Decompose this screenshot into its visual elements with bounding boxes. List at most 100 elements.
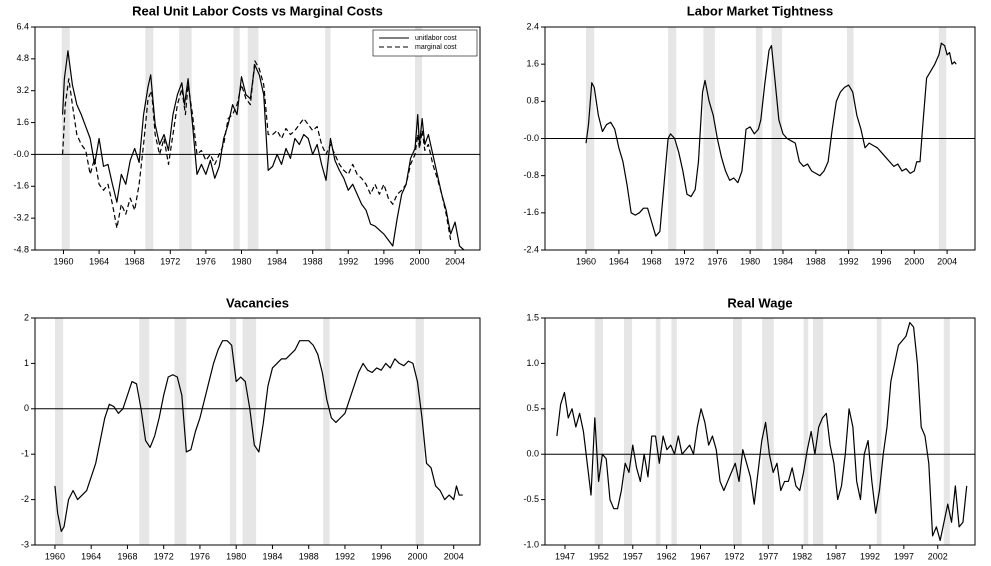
shaded-region: [594, 318, 603, 545]
x-tick-label: 1972: [674, 256, 694, 266]
series-line: [61, 60, 452, 241]
y-tick-label: 2.4: [526, 21, 539, 31]
y-tick-label: 4.8: [16, 53, 29, 63]
x-tick-label: 1972: [154, 551, 174, 561]
shaded-region: [174, 318, 187, 545]
shaded-region: [179, 27, 192, 250]
legend-label: marginal cost: [415, 44, 457, 51]
x-tick-label: 1996: [371, 551, 391, 561]
x-tick-label: 1964: [609, 256, 629, 266]
x-tick-label: 1997: [894, 551, 914, 561]
series-line: [61, 50, 465, 250]
shaded-region: [876, 318, 882, 545]
series-line: [54, 340, 463, 532]
shaded-region: [415, 318, 424, 545]
y-tick-label: 1: [24, 358, 29, 368]
x-tick-label: 2004: [444, 551, 464, 561]
x-tick-label: 1992: [860, 551, 880, 561]
y-tick-label: 1.6: [526, 59, 539, 69]
y-tick-label: 1.0: [526, 358, 539, 368]
shaded-region: [671, 318, 677, 545]
x-tick-label: 1996: [374, 256, 394, 266]
x-tick-label: 1980: [226, 551, 246, 561]
panel: -1.0 -0.5 0.0 0.5 1.0 1.5 1947 1952 1957 1962 1967…: [523, 295, 976, 561]
shaded-region: [233, 27, 240, 250]
x-tick-label: 1992: [338, 256, 358, 266]
x-tick-label: 1987: [826, 551, 846, 561]
x-tick-label: 1972: [724, 551, 744, 561]
x-tick-label: 1980: [740, 256, 760, 266]
shaded-region: [762, 318, 774, 545]
shaded-region: [247, 27, 259, 250]
x-tick-label: 1976: [707, 256, 727, 266]
plot-frame: [34, 26, 481, 251]
x-tick-label: 1964: [81, 551, 101, 561]
y-tick-label: -0.5: [523, 494, 539, 504]
y-tick-label: 2: [24, 312, 29, 322]
y-tick-label: 0.0: [526, 449, 539, 459]
y-tick-label: 3.2: [16, 85, 29, 95]
x-tick-label: 1980: [231, 256, 251, 266]
y-tick-label: 1.6: [16, 117, 29, 127]
y-tick-label: -2: [21, 494, 29, 504]
y-tick-label: 0.5: [526, 403, 539, 413]
shaded-region: [803, 318, 809, 545]
x-tick-label: 1962: [657, 551, 677, 561]
y-tick-label: -1.6: [13, 181, 29, 191]
x-tick-label: 1957: [623, 551, 643, 561]
x-tick-label: 1972: [160, 256, 180, 266]
x-tick-label: 2002: [928, 551, 948, 561]
y-tick-label: 0: [24, 403, 29, 413]
x-tick-label: 2004: [445, 256, 465, 266]
x-tick-label: 2000: [409, 256, 429, 266]
series-line: [585, 42, 957, 237]
x-tick-label: 1996: [871, 256, 891, 266]
shaded-region: [733, 318, 742, 545]
x-tick-label: 1960: [53, 256, 73, 266]
shaded-region: [655, 318, 661, 545]
shaded-region: [943, 318, 950, 545]
x-tick-label: 1968: [117, 551, 137, 561]
x-tick-label: 1968: [642, 256, 662, 266]
series-line: [556, 321, 968, 542]
x-tick-label: 1984: [262, 551, 282, 561]
panel: -3 -2 -1 0 1 2 1960 1964 1968 1972 1976 1980 1984 198…: [21, 295, 481, 561]
x-tick-label: 1992: [839, 256, 859, 266]
y-tick-label: 0.8: [526, 96, 539, 106]
x-tick-label: 1947: [555, 551, 575, 561]
y-tick-label: -1.0: [523, 539, 539, 549]
x-tick-label: 1982: [792, 551, 812, 561]
x-tick-label: 1988: [299, 551, 319, 561]
shaded-region: [623, 318, 633, 545]
shaded-region: [145, 27, 154, 250]
shaded-region: [323, 318, 330, 545]
plot-frame: [544, 26, 976, 251]
x-tick-label: 1967: [691, 551, 711, 561]
y-tick-label: -0.0: [523, 133, 539, 143]
y-tick-label: -2.4: [523, 244, 539, 254]
chart-title: Labor Market Tightness: [687, 3, 833, 18]
legend-label: unitlabor cost: [415, 35, 457, 42]
chart-title: Real Unit Labor Costs vs Marginal Costs: [132, 3, 383, 18]
shaded-region: [61, 27, 70, 250]
y-tick-label: -4.8: [13, 244, 29, 254]
x-tick-label: 2004: [937, 256, 957, 266]
x-tick-label: 1977: [758, 551, 778, 561]
y-tick-label: -3: [21, 539, 29, 549]
y-tick-label: -1: [21, 449, 29, 459]
shaded-region: [242, 318, 257, 545]
y-tick-label: -0.8: [523, 170, 539, 180]
x-tick-label: 1984: [267, 256, 287, 266]
x-tick-label: 1960: [576, 256, 596, 266]
panel: -2.4 -1.6 -0.8 -0.0 0.8 1.6 2.4 1960 1964 1968 197…: [523, 3, 976, 266]
shaded-region: [229, 318, 237, 545]
x-tick-label: 1984: [773, 256, 793, 266]
x-tick-label: 1968: [125, 256, 145, 266]
chart-title: Real Wage: [727, 295, 792, 310]
y-tick-label: 1.5: [526, 312, 539, 322]
x-tick-label: 1988: [806, 256, 826, 266]
x-tick-label: 1976: [196, 256, 216, 266]
legend-box: [372, 29, 478, 57]
shaded-region: [325, 27, 331, 250]
